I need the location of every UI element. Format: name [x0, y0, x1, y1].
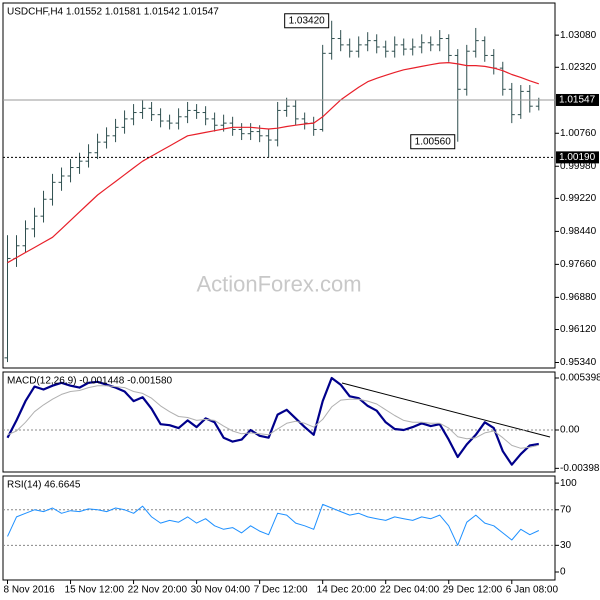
- y-tick-label: 0.005398: [560, 373, 600, 384]
- x-tick-label: 8 Nov 2016: [4, 585, 56, 596]
- price-level-label: 1.01547: [559, 95, 596, 106]
- x-tick-label: 6 Jan 08:00: [506, 585, 559, 596]
- panel-title: USDCHF,H4 1.01552 1.01581 1.01542 1.0154…: [7, 7, 219, 18]
- panel-frame: [2, 2, 556, 369]
- y-tick-label: 70: [560, 504, 572, 515]
- x-tick-label: 30 Nov 04:00: [191, 585, 251, 596]
- y-tick-label: 0.98440: [560, 226, 597, 237]
- series-line: [7, 503, 540, 546]
- y-tick-label: 1.02320: [560, 62, 597, 73]
- y-tick-label: -0.003981: [560, 463, 600, 474]
- y-tick-label: 0.97660: [560, 259, 597, 270]
- x-tick-label: 29 Dec 12:00: [443, 585, 503, 596]
- series-line: [7, 385, 539, 449]
- panel-frame: [2, 475, 556, 581]
- y-tick-label: 0.99980: [560, 161, 597, 172]
- annotation-box: [284, 13, 330, 29]
- y-tick-label: 0.95340: [560, 357, 597, 368]
- x-tick-label: 22 Dec 04:00: [380, 585, 440, 596]
- panel-frame: [2, 371, 556, 473]
- series-line: [6, 376, 539, 466]
- x-tick-label: 14 Dec 20:00: [317, 585, 377, 596]
- y-tick-label: 1.00760: [560, 128, 597, 139]
- x-tick-label: 22 Nov 20:00: [128, 585, 188, 596]
- price-level-box: [556, 93, 599, 106]
- y-tick-label: 0: [560, 567, 566, 578]
- panel-title: MACD(12,26,9) -0.001448 -0.001580: [7, 376, 173, 387]
- y-tick-label: 0.00: [560, 425, 580, 436]
- price-level-label: 1.00190: [559, 152, 596, 163]
- panel-title: RSI(14) 46.6645: [7, 480, 81, 491]
- annotation-label: 1.03420: [289, 15, 326, 26]
- x-tick-label: 15 Nov 12:00: [65, 585, 125, 596]
- x-tick-label: 7 Dec 12:00: [254, 585, 308, 596]
- annotation-box: [410, 134, 456, 150]
- annotation-label: 1.00560: [415, 136, 452, 147]
- y-tick-label: 100: [560, 478, 577, 489]
- y-tick-label: 0.96120: [560, 324, 597, 335]
- y-tick-label: 0.96880: [560, 292, 597, 303]
- y-tick-label: 30: [560, 540, 572, 551]
- price-level-box: [556, 151, 599, 164]
- series-line: [7, 62, 539, 264]
- y-tick-label: 1.03080: [560, 30, 597, 41]
- trend-line: [341, 382, 551, 438]
- watermark: ActionForex.com: [196, 271, 361, 296]
- y-tick-label: 0.99220: [560, 193, 597, 204]
